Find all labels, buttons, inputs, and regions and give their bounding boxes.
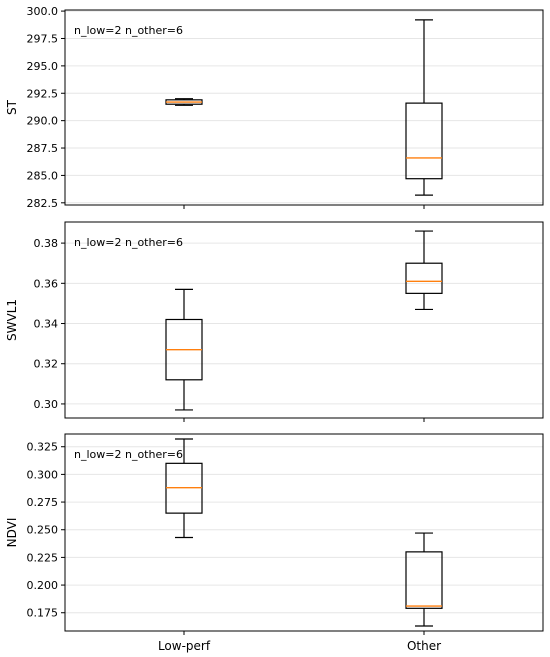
iqr-box (405, 262, 443, 294)
axes-frame (64, 9, 544, 206)
y-tick-label: 290.0 (27, 115, 59, 128)
y-tick-label: 0.32 (34, 358, 59, 371)
panel-ndvi: 0.175 0.200 0.225 0.250 0.275 0.300 0.325 NDVI n… (5, 433, 544, 635)
iqr-box (405, 102, 443, 180)
box-other (405, 532, 443, 627)
y-tick-label: 0.200 (27, 579, 59, 592)
box-other (405, 19, 443, 196)
y-tick-label: 0.38 (34, 237, 59, 250)
sample-count-annotation: n_low=2 n_other=6 (74, 24, 183, 37)
y-tick-label: 297.5 (27, 32, 59, 45)
box-other (405, 230, 443, 311)
y-tick-label: 285.0 (27, 169, 59, 182)
x-category-label: Low-perf (158, 639, 211, 653)
y-tick-label: 295.0 (27, 60, 59, 73)
y-tick-label: 0.325 (27, 441, 59, 454)
y-axis-label: NDVI (5, 518, 19, 548)
panel-swvl1: 0.30 0.32 0.34 0.36 0.38 SWVL1 n_low=2 n_other… (5, 221, 544, 422)
box-low-perf (165, 288, 203, 411)
y-tick-label: 0.36 (34, 277, 59, 290)
sample-count-annotation: n_low=2 n_other=6 (74, 236, 183, 249)
y-axis-label: ST (5, 99, 19, 115)
y-tick-label: 287.5 (27, 142, 59, 155)
y-tick-label: 0.34 (34, 318, 59, 331)
iqr-box (405, 551, 443, 609)
sample-count-annotation: n_low=2 n_other=6 (74, 448, 183, 461)
y-tick-label: 0.225 (27, 551, 59, 564)
axes-frame (64, 221, 544, 419)
y-tick-label: 0.275 (27, 496, 59, 509)
y-tick-label: 0.300 (27, 468, 59, 481)
panel-st: 282.5 285.0 287.5 290.0 292.5 295.0 297.5 300.0… (5, 5, 544, 210)
y-axis-label: SWVL1 (5, 299, 19, 341)
axes-frame (64, 433, 544, 632)
y-tick-label: 300.0 (27, 5, 59, 18)
y-tick-label: 0.250 (27, 524, 59, 537)
x-category-labels: Low-perf Other (158, 639, 441, 653)
y-tick-label: 0.30 (34, 398, 59, 411)
x-category-label: Other (407, 639, 441, 653)
y-tick-label: 292.5 (27, 87, 59, 100)
y-tick-label: 282.5 (27, 197, 59, 210)
box-low-perf (165, 438, 203, 539)
y-tick-label: 0.175 (27, 607, 59, 620)
box-low-perf (165, 98, 203, 106)
